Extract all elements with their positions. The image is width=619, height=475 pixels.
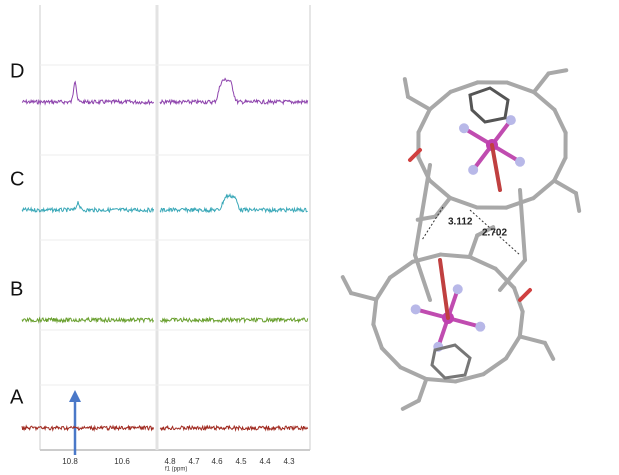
figure: f1 (ppm) DCBA10.810.64.84.74.64.54.44.3 … xyxy=(0,0,619,475)
x-tick-label: 10.6 xyxy=(114,457,130,466)
bond xyxy=(441,255,470,257)
bond xyxy=(373,300,376,325)
nitrogen xyxy=(475,322,485,332)
distance-label: 2.702 xyxy=(482,228,507,239)
bond xyxy=(520,312,523,337)
x-axis-label: f1 (ppm) xyxy=(165,467,187,473)
x-tick-label: 4.3 xyxy=(283,457,295,466)
x-tick-label: 4.8 xyxy=(164,457,176,466)
trace-label: B xyxy=(10,278,23,300)
trace-label: A xyxy=(10,386,24,408)
x-tick-label: 4.4 xyxy=(259,457,271,466)
nitrogen xyxy=(453,284,463,294)
x-tick-label: 10.8 xyxy=(62,457,78,466)
trace-label: D xyxy=(10,60,24,82)
nitrogen xyxy=(411,304,421,314)
bond xyxy=(426,379,455,381)
trace-label: C xyxy=(10,168,24,190)
x-tick-label: 4.5 xyxy=(235,457,247,466)
nitrogen xyxy=(515,157,525,167)
x-tick-label: 4.7 xyxy=(188,457,200,466)
nitrogen xyxy=(459,123,469,133)
x-tick-label: 4.6 xyxy=(211,457,223,466)
nitrogen xyxy=(506,115,516,125)
distance-label: 3.112 xyxy=(448,217,473,228)
nitrogen xyxy=(468,165,478,175)
